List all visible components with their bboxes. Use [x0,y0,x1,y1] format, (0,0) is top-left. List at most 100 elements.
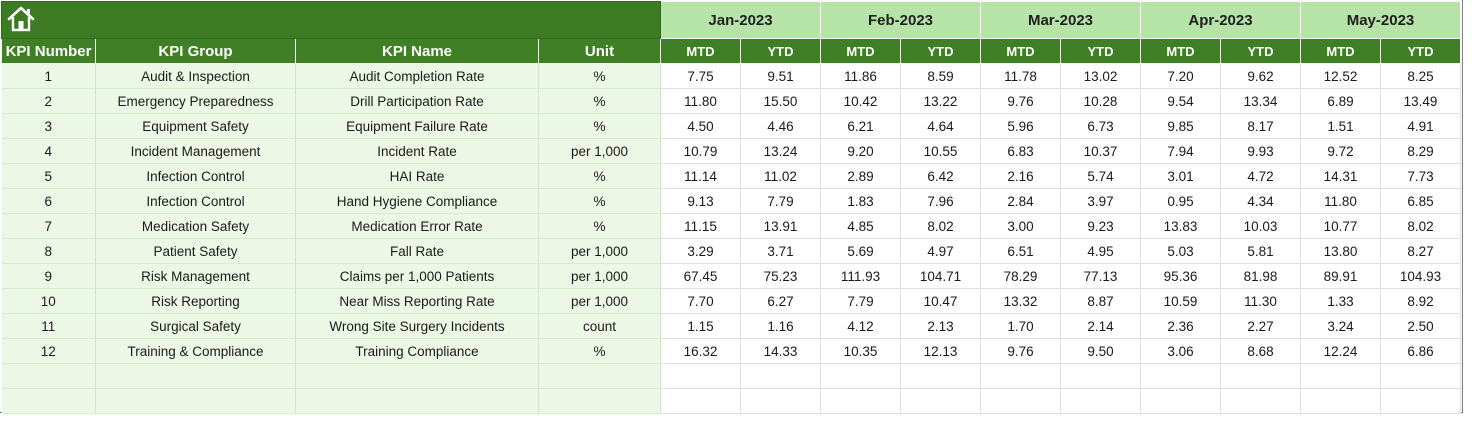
ytd-value-cell[interactable] [740,363,821,389]
kpi-name-cell[interactable]: Medication Error Rate [295,213,539,239]
unit-cell[interactable]: % [538,188,661,214]
ytd-value-cell[interactable]: 4.46 [740,113,821,139]
mtd-value-cell[interactable]: 4.85 [820,213,901,239]
unit-cell[interactable]: per 1,000 [538,263,661,289]
kpi-group-header[interactable]: KPI Group [95,38,296,64]
kpi-number-cell[interactable]: 6 [1,188,96,214]
kpi-number-cell[interactable]: 9 [1,263,96,289]
ytd-value-cell[interactable] [1060,363,1141,389]
mtd-value-cell[interactable]: 2.36 [1140,313,1221,339]
ytd-header[interactable]: YTD [900,38,981,64]
mtd-value-cell[interactable]: 10.59 [1140,288,1221,314]
ytd-value-cell[interactable]: 13.24 [740,138,821,164]
mtd-value-cell[interactable]: 9.20 [820,138,901,164]
kpi-group-cell[interactable]: Risk Management [95,263,296,289]
mtd-value-cell[interactable] [1140,388,1221,414]
mtd-value-cell[interactable]: 6.89 [1300,88,1381,114]
ytd-value-cell[interactable]: 4.34 [1220,188,1301,214]
ytd-value-cell[interactable]: 14.33 [740,338,821,364]
mtd-value-cell[interactable]: 3.01 [1140,163,1221,189]
mtd-value-cell[interactable]: 12.52 [1300,63,1381,89]
unit-cell[interactable]: % [538,88,661,114]
kpi-name-cell[interactable]: Fall Rate [295,238,539,264]
kpi-number-cell[interactable]: 7 [1,213,96,239]
mtd-value-cell[interactable]: 9.85 [1140,113,1221,139]
ytd-value-cell[interactable]: 7.96 [900,188,981,214]
kpi-group-cell[interactable] [95,388,296,414]
ytd-value-cell[interactable]: 8.02 [1380,213,1461,239]
ytd-value-cell[interactable]: 2.13 [900,313,981,339]
mtd-value-cell[interactable]: 16.32 [660,338,741,364]
kpi-name-cell[interactable]: Wrong Site Surgery Incidents [295,313,539,339]
ytd-value-cell[interactable]: 6.27 [740,288,821,314]
mtd-value-cell[interactable]: 111.93 [820,263,901,289]
ytd-value-cell[interactable]: 8.59 [900,63,981,89]
unit-header[interactable]: Unit [538,38,661,64]
ytd-value-cell[interactable]: 8.92 [1380,288,1461,314]
ytd-header[interactable]: YTD [1060,38,1141,64]
mtd-value-cell[interactable] [1300,363,1381,389]
kpi-number-cell[interactable]: 8 [1,238,96,264]
ytd-value-cell[interactable]: 6.73 [1060,113,1141,139]
unit-cell[interactable]: per 1,000 [538,288,661,314]
kpi-name-cell[interactable]: Hand Hygiene Compliance [295,188,539,214]
ytd-value-cell[interactable]: 15.50 [740,88,821,114]
mtd-value-cell[interactable]: 7.70 [660,288,741,314]
ytd-value-cell[interactable]: 13.34 [1220,88,1301,114]
ytd-value-cell[interactable]: 8.25 [1380,63,1461,89]
ytd-value-cell[interactable]: 11.30 [1220,288,1301,314]
mtd-header[interactable]: MTD [980,38,1061,64]
mtd-value-cell[interactable]: 4.12 [820,313,901,339]
mtd-value-cell[interactable] [980,388,1061,414]
unit-cell[interactable]: % [538,113,661,139]
mtd-value-cell[interactable]: 11.14 [660,163,741,189]
kpi-name-cell[interactable]: Near Miss Reporting Rate [295,288,539,314]
mtd-value-cell[interactable]: 13.32 [980,288,1061,314]
ytd-value-cell[interactable]: 4.95 [1060,238,1141,264]
ytd-value-cell[interactable]: 7.79 [740,188,821,214]
kpi-group-cell[interactable] [95,363,296,389]
ytd-value-cell[interactable]: 104.93 [1380,263,1461,289]
mtd-value-cell[interactable]: 11.78 [980,63,1061,89]
mtd-value-cell[interactable]: 13.80 [1300,238,1381,264]
kpi-number-cell[interactable]: 3 [1,113,96,139]
mtd-value-cell[interactable] [980,363,1061,389]
kpi-group-cell[interactable]: Incident Management [95,138,296,164]
kpi-name-cell[interactable]: Equipment Failure Rate [295,113,539,139]
ytd-value-cell[interactable]: 1.16 [740,313,821,339]
mtd-value-cell[interactable]: 11.80 [1300,188,1381,214]
mtd-value-cell[interactable]: 9.13 [660,188,741,214]
mtd-value-cell[interactable]: 2.89 [820,163,901,189]
kpi-name-cell[interactable]: HAI Rate [295,163,539,189]
mtd-value-cell[interactable]: 2.84 [980,188,1061,214]
ytd-header[interactable]: YTD [740,38,821,64]
mtd-value-cell[interactable]: 89.91 [1300,263,1381,289]
ytd-value-cell[interactable]: 2.14 [1060,313,1141,339]
ytd-value-cell[interactable]: 10.55 [900,138,981,164]
ytd-value-cell[interactable]: 10.28 [1060,88,1141,114]
kpi-number-cell[interactable]: 2 [1,88,96,114]
ytd-value-cell[interactable]: 81.98 [1220,263,1301,289]
mtd-value-cell[interactable]: 10.77 [1300,213,1381,239]
kpi-group-cell[interactable]: Medication Safety [95,213,296,239]
mtd-value-cell[interactable]: 7.75 [660,63,741,89]
mtd-value-cell[interactable]: 9.76 [980,88,1061,114]
unit-cell[interactable]: % [538,163,661,189]
kpi-group-cell[interactable]: Surgical Safety [95,313,296,339]
kpi-name-cell[interactable] [295,388,539,414]
ytd-value-cell[interactable]: 3.97 [1060,188,1141,214]
mtd-value-cell[interactable]: 9.76 [980,338,1061,364]
kpi-group-cell[interactable]: Equipment Safety [95,113,296,139]
mtd-value-cell[interactable]: 11.15 [660,213,741,239]
unit-cell[interactable]: count [538,313,661,339]
mtd-value-cell[interactable]: 14.31 [1300,163,1381,189]
ytd-value-cell[interactable]: 77.13 [1060,263,1141,289]
ytd-value-cell[interactable] [740,388,821,414]
kpi-group-cell[interactable]: Emergency Preparedness [95,88,296,114]
unit-cell[interactable] [538,363,661,389]
mtd-value-cell[interactable]: 10.79 [660,138,741,164]
kpi-number-cell[interactable] [1,388,96,414]
ytd-value-cell[interactable]: 10.03 [1220,213,1301,239]
ytd-header[interactable]: YTD [1380,38,1461,64]
mtd-header[interactable]: MTD [660,38,741,64]
